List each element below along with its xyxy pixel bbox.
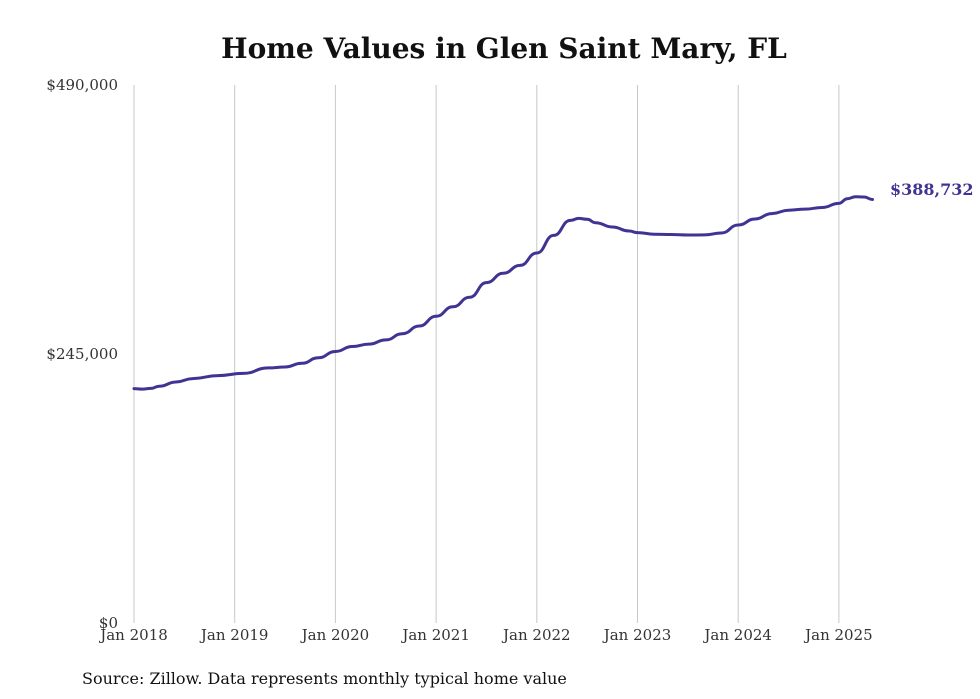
chart-title: Home Values in Glen Saint Mary, FL [221, 32, 787, 65]
y-tick-label: $0 [99, 614, 118, 632]
x-tick-label: Jan 2024 [702, 626, 772, 644]
x-axis-ticks: Jan 2018 Jan 2019 Jan 2020 Jan 2021 Jan 2022… [98, 626, 872, 644]
gridlines [133, 85, 840, 623]
x-tick-label: Jan 2025 [803, 626, 873, 644]
y-tick-label: $245,000 [46, 345, 118, 363]
x-tick-label: Jan 2019 [199, 626, 269, 644]
x-tick-label: Jan 2020 [300, 626, 370, 644]
y-axis-ticks: $0 $245,000 $490,000 [46, 76, 118, 632]
x-tick-label: Jan 2023 [602, 626, 672, 644]
x-tick-label: Jan 2021 [400, 626, 470, 644]
end-value-label: $388,732 [890, 180, 974, 199]
source-note: Source: Zillow. Data represents monthly … [82, 669, 567, 688]
y-tick-label: $490,000 [46, 76, 118, 94]
x-tick-label: Jan 2022 [501, 626, 571, 644]
x-tick-label: Jan 2018 [98, 626, 168, 644]
series-line [132, 195, 874, 391]
